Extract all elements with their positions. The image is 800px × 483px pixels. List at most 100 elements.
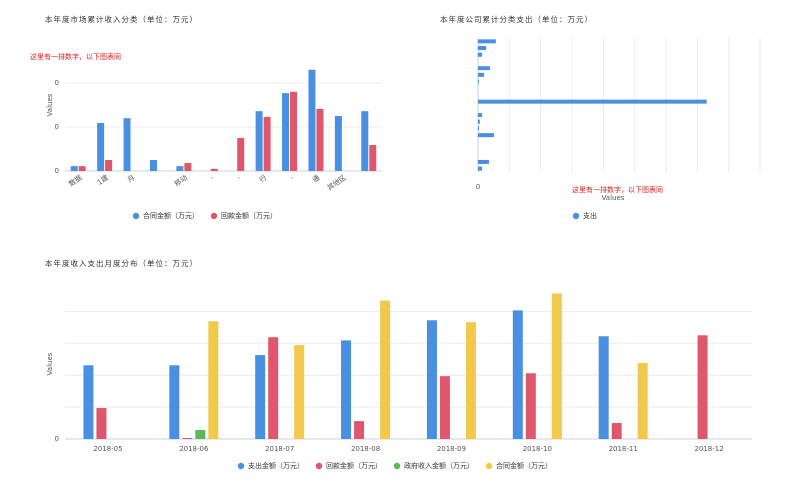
x-tick-label: 2018-11 — [609, 445, 638, 453]
x-tick-label: - — [288, 173, 295, 181]
annotation: 这里有一排数字，以下图表同 — [30, 52, 121, 61]
bar — [237, 138, 245, 171]
bar — [149, 160, 157, 171]
x-tick-label: - — [209, 173, 216, 181]
x-tick-label: 其他区 — [325, 173, 347, 192]
x-tick-label: 月 — [126, 174, 136, 185]
x-tick-label: 2018-10 — [523, 445, 552, 453]
bar — [316, 108, 324, 171]
legend-label: 支出金额（万元） — [248, 461, 304, 470]
legend-label: 回款金额（万元） — [326, 461, 382, 470]
bar — [169, 365, 180, 439]
x-tick-label: 通 — [310, 173, 321, 184]
legend-label: 回款金额（万元） — [221, 211, 277, 220]
bar — [426, 320, 437, 439]
y-axis-label: Values — [46, 352, 54, 375]
x-tick-label: 2018-09 — [437, 445, 466, 453]
bar — [478, 119, 480, 124]
bar — [478, 46, 487, 51]
bar — [478, 99, 707, 104]
bar — [478, 159, 489, 164]
bar — [478, 166, 483, 171]
x-tick-label: 2018-06 — [179, 445, 209, 453]
x-axis-label: Values — [602, 194, 625, 202]
bar — [478, 113, 483, 118]
legend-label: 合同金额（万元） — [143, 211, 199, 220]
bar — [83, 365, 94, 439]
bar — [123, 118, 131, 171]
bar — [195, 430, 206, 439]
x-tick-label: 2018-05 — [93, 445, 122, 453]
x-tick-label: 移动 — [173, 173, 190, 188]
legend-marker — [210, 212, 218, 220]
bar — [208, 321, 219, 439]
legend-label: 合同金额（万元） — [496, 461, 552, 470]
bar — [465, 322, 476, 439]
legend-marker — [315, 462, 323, 470]
bar — [478, 126, 479, 131]
bar — [290, 91, 298, 171]
bar — [97, 123, 105, 171]
bar — [184, 163, 192, 171]
x-tick-label: 行 — [258, 173, 269, 184]
legend-marker — [572, 212, 580, 220]
y-axis-label: Values — [46, 93, 54, 116]
bar — [105, 160, 113, 171]
bar — [334, 116, 342, 171]
bar — [478, 52, 483, 57]
bar — [176, 166, 184, 171]
legend-marker — [393, 462, 401, 470]
bar — [282, 93, 290, 171]
bar — [380, 300, 391, 439]
chart-title: 本年度公司累计分类支出（单位：万元） — [440, 14, 593, 24]
bar — [439, 376, 450, 439]
bar — [478, 72, 484, 77]
bar — [70, 166, 78, 171]
bar — [255, 355, 266, 439]
bar — [308, 69, 316, 171]
bar — [255, 111, 263, 171]
bar — [525, 373, 536, 439]
chart-title: 本年度收入支出月度分布（单位：万元） — [45, 258, 198, 268]
bar — [294, 345, 305, 439]
y-tick-label: 0 — [55, 123, 59, 131]
legend-marker — [237, 462, 245, 470]
annotation: 这里有一排数字，以下图表同 — [572, 185, 663, 194]
bar — [551, 293, 562, 439]
bar — [637, 363, 648, 439]
y-tick-label: 0 — [55, 167, 59, 175]
bar — [478, 79, 479, 84]
legend-label: 支出 — [583, 211, 597, 220]
bar — [369, 145, 377, 171]
y-tick-label: 0 — [55, 79, 59, 87]
bar — [210, 168, 218, 171]
bar — [598, 336, 609, 439]
legend-marker — [485, 462, 493, 470]
bar — [512, 310, 523, 439]
bar — [354, 421, 365, 439]
x-tick-label: 2018-08 — [351, 445, 380, 453]
bar — [96, 408, 107, 439]
chart-title: 本年度市场累计收入分类（单位：万元） — [45, 14, 198, 24]
x-tick-label: 0 — [476, 183, 480, 191]
legend-marker — [132, 212, 140, 220]
legend-label: 政府收入金额（万元） — [404, 461, 474, 470]
bar — [478, 133, 494, 138]
bar — [341, 340, 352, 439]
y-tick-label: 0 — [55, 435, 59, 443]
x-tick-label: - — [235, 173, 242, 181]
x-tick-label: 2018-12 — [694, 445, 723, 453]
bar — [611, 423, 622, 439]
bar — [182, 438, 193, 439]
bar — [361, 111, 369, 171]
bar — [268, 337, 279, 439]
bar — [478, 66, 490, 71]
bar — [478, 39, 496, 44]
x-tick-label: 2018-07 — [265, 445, 294, 453]
x-tick-label: 数据 — [67, 173, 84, 188]
x-tick-label: 1建 — [95, 173, 110, 187]
bar — [78, 166, 86, 171]
bar — [697, 335, 708, 439]
